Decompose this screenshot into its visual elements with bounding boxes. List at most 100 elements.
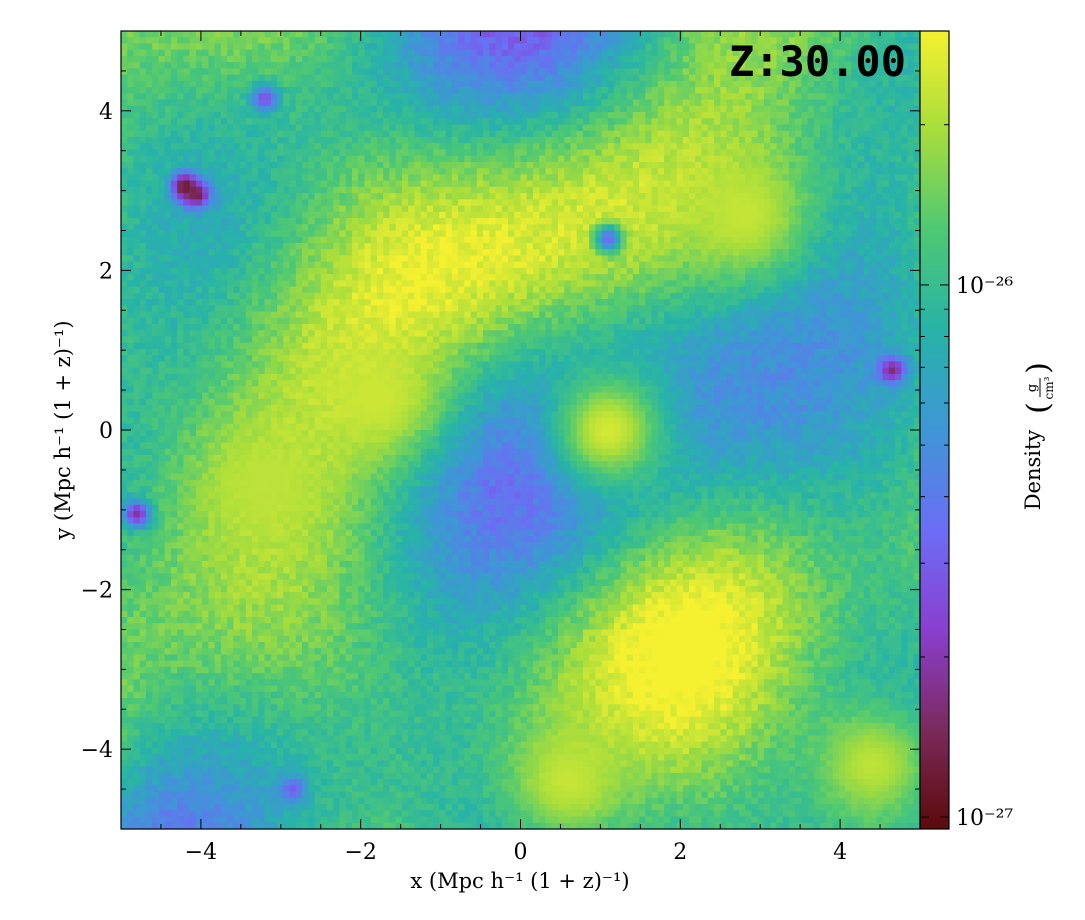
density-cell <box>883 112 890 119</box>
density-cell <box>346 187 353 194</box>
density-cell <box>552 56 559 63</box>
density-cell <box>552 255 559 262</box>
density-cell <box>602 87 609 94</box>
density-cell <box>240 100 247 107</box>
density-cell <box>533 125 540 132</box>
density-cell <box>708 118 715 125</box>
density-cell <box>439 218 446 225</box>
density-cell <box>483 56 490 63</box>
density-cell <box>714 156 721 163</box>
density-cell <box>558 143 565 150</box>
density-cell <box>277 249 284 256</box>
density-cell <box>177 50 184 57</box>
density-cell <box>377 199 384 206</box>
density-cell <box>595 255 602 262</box>
density-cell <box>664 268 671 275</box>
density-cell <box>165 162 172 169</box>
density-cell <box>290 37 297 44</box>
density-cell <box>720 81 727 88</box>
density-cell <box>708 218 715 225</box>
density-cell <box>814 93 821 100</box>
density-cell <box>845 181 852 188</box>
density-cell <box>720 199 727 206</box>
density-cell <box>789 181 796 188</box>
density-cell <box>402 243 409 250</box>
density-cell <box>639 93 646 100</box>
density-cell <box>302 249 309 256</box>
density-cell <box>302 268 309 275</box>
density-cell <box>620 106 627 113</box>
density-cell <box>171 112 178 119</box>
density-cell <box>695 56 702 63</box>
density-cell <box>589 87 596 94</box>
density-cell <box>552 125 559 132</box>
density-cell <box>221 162 228 169</box>
density-cell <box>496 156 503 163</box>
density-cell <box>908 162 915 169</box>
density-cell <box>683 81 690 88</box>
density-cell <box>315 125 322 132</box>
density-cell <box>439 212 446 219</box>
density-cell <box>227 255 234 262</box>
density-cell <box>271 249 278 256</box>
density-cell <box>233 50 240 57</box>
density-cell <box>739 93 746 100</box>
density-cell <box>602 174 609 181</box>
density-cell <box>402 181 409 188</box>
density-cell <box>683 255 690 262</box>
density-cell <box>889 174 896 181</box>
density-cell <box>246 87 253 94</box>
density-cell <box>396 224 403 231</box>
density-cell <box>371 75 378 82</box>
density-cell <box>496 212 503 219</box>
density-cell <box>751 168 758 175</box>
density-cell <box>302 181 309 188</box>
density-cell <box>764 100 771 107</box>
density-cell <box>133 93 140 100</box>
density-cell <box>389 93 396 100</box>
density-cell <box>477 206 484 213</box>
density-cell <box>689 50 696 57</box>
density-cell <box>558 162 565 169</box>
density-cell <box>171 100 178 107</box>
density-cell <box>171 149 178 156</box>
density-cell <box>408 131 415 138</box>
density-cell <box>864 174 871 181</box>
density-cell <box>402 174 409 181</box>
density-cell <box>146 87 153 94</box>
density-cell <box>658 174 665 181</box>
density-cell <box>814 224 821 231</box>
density-cell <box>489 193 496 200</box>
density-cell <box>833 168 840 175</box>
density-cell <box>396 75 403 82</box>
density-cell <box>714 112 721 119</box>
density-cell <box>639 50 646 57</box>
density-cell <box>265 181 272 188</box>
density-cell <box>452 37 459 44</box>
density-cell <box>770 156 777 163</box>
density-cell <box>277 50 284 57</box>
density-cell <box>901 268 908 275</box>
density-cell <box>608 193 615 200</box>
density-cell <box>414 56 421 63</box>
density-cell <box>864 224 871 231</box>
density-cell <box>277 87 284 94</box>
density-cell <box>502 206 509 213</box>
density-cell <box>645 68 652 75</box>
density-cell <box>502 231 509 238</box>
density-cell <box>152 131 159 138</box>
density-cell <box>196 43 203 50</box>
density-cell <box>702 112 709 119</box>
density-cell <box>895 93 902 100</box>
density-cell <box>677 268 684 275</box>
density-cell <box>720 224 727 231</box>
density-cell <box>271 262 278 269</box>
density-cell <box>252 218 259 225</box>
density-cell <box>402 31 409 38</box>
density-cell <box>146 193 153 200</box>
density-cell <box>489 268 496 275</box>
density-cell <box>296 112 303 119</box>
density-cell <box>421 31 428 38</box>
density-cell <box>870 131 877 138</box>
density-cell <box>739 249 746 256</box>
